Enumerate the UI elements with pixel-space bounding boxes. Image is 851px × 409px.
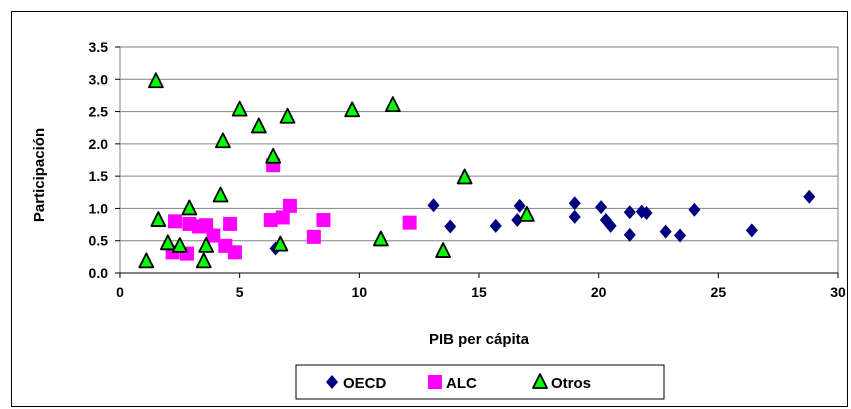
data-point-otros (435, 242, 452, 258)
y-tick-label: 0.0 (89, 265, 109, 281)
data-point-otros (231, 100, 248, 117)
x-tick-label: 0 (116, 284, 124, 300)
data-point-oecd (568, 209, 581, 224)
data-point-alc (275, 210, 290, 225)
data-point-oecd (623, 205, 636, 220)
data-point-oecd (803, 189, 816, 204)
legend-marker-otros (532, 373, 548, 389)
data-point-otros (250, 117, 267, 134)
data-point-alc (402, 215, 417, 230)
x-tick-label: 5 (236, 284, 244, 300)
data-point-oecd (489, 218, 502, 233)
data-point-oecd (745, 223, 758, 238)
x-tick-label: 15 (471, 284, 487, 300)
data-point-otros (150, 211, 167, 227)
plot-area (119, 46, 839, 274)
legend-label-oecd: OECD (343, 375, 387, 392)
data-point-otros (384, 96, 401, 113)
data-point-otros (171, 236, 188, 253)
legend-box (295, 364, 665, 400)
data-point-oecd (674, 228, 687, 243)
x-tick-label: 25 (711, 284, 727, 300)
x-axis-ticks: 0 5 10 15 20 25 30 (116, 273, 846, 300)
data-point-oecd (623, 227, 636, 242)
data-point-otros (456, 168, 473, 185)
legend-marker-alc (428, 375, 442, 389)
data-point-otros (279, 107, 296, 124)
data-point-otros (344, 101, 361, 118)
data-point-oecd (568, 196, 581, 211)
x-tick-label: 30 (830, 284, 846, 300)
x-tick-label: 10 (352, 284, 368, 300)
data-point-otros (195, 252, 212, 269)
data-point-otros (159, 234, 176, 251)
y-tick-label: 2.5 (89, 104, 109, 120)
data-point-oecd (511, 213, 524, 228)
data-point-alc (206, 228, 221, 243)
data-point-alc (168, 214, 183, 229)
data-point-alc (306, 229, 321, 244)
data-point-otros (372, 230, 389, 247)
legend-label-alc: ALC (446, 375, 477, 392)
data-point-alc (263, 213, 278, 228)
data-point-otros (215, 132, 231, 149)
data-point-otros (181, 199, 198, 216)
data-point-oecd (513, 198, 526, 213)
data-point-oecd (604, 218, 617, 233)
data-point-otros (518, 205, 535, 222)
x-tick-label: 20 (591, 284, 607, 300)
y-axis-ticks: 0.0 0.5 1.0 1.5 2.0 2.5 3.0 3.5 (89, 39, 120, 281)
legend-label-otros: Otros (551, 375, 591, 392)
data-point-otros (272, 235, 289, 252)
data-point-oecd (640, 205, 653, 220)
y-tick-label: 1.0 (89, 200, 109, 216)
y-tick-label: 0.5 (89, 233, 109, 249)
legend: OECD ALC Otros (326, 373, 591, 392)
x-axis-title: PIB per cápita (429, 331, 530, 348)
y-axis-title: Participación (31, 128, 48, 222)
data-point-otros (212, 186, 229, 203)
data-point-alc (227, 245, 242, 260)
data-point-otros (265, 147, 282, 164)
data-point-oecd (659, 224, 672, 239)
data-point-otros (147, 72, 164, 89)
y-tick-label: 1.5 (89, 168, 109, 184)
data-point-alc (223, 216, 238, 231)
data-point-alc (316, 213, 331, 228)
data-point-oecd (688, 202, 701, 217)
data-point-oecd (595, 200, 608, 215)
data-point-otros (198, 236, 215, 253)
data-point-oecd (427, 198, 440, 213)
data-point-otros (138, 252, 155, 269)
data-point-oecd (444, 219, 457, 234)
y-tick-label: 3.5 (89, 39, 109, 55)
y-tick-label: 3.0 (89, 71, 109, 87)
legend-marker-oecd (326, 375, 338, 389)
y-tick-label: 2.0 (89, 136, 109, 152)
data-point-alc (282, 198, 297, 213)
data-points (138, 72, 816, 269)
